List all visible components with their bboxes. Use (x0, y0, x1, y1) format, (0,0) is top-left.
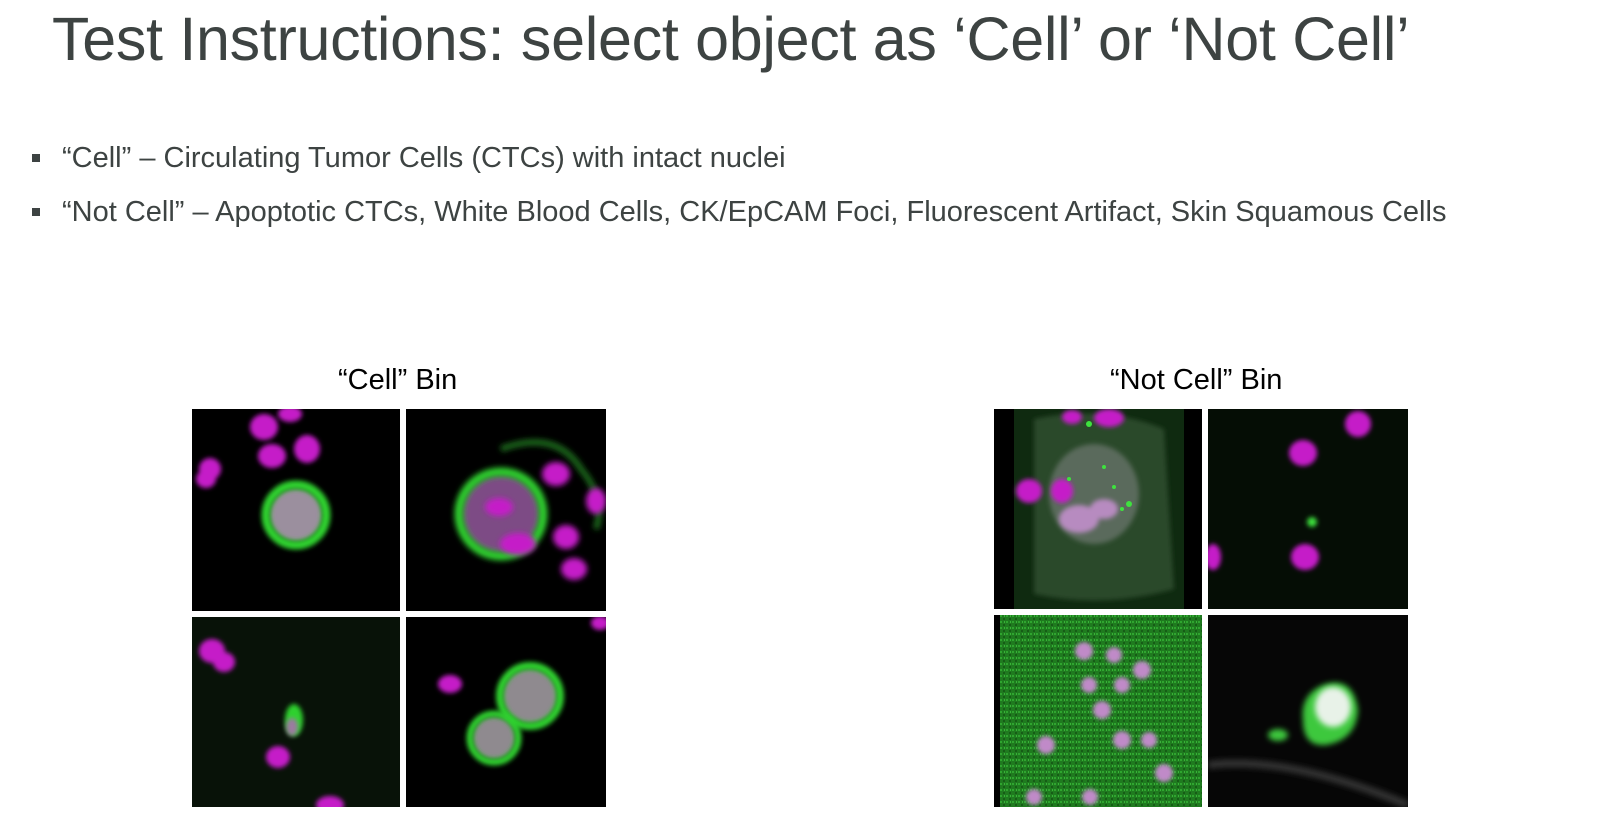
not-cell-image-1[interactable] (994, 409, 1202, 609)
not-cell-bin-title: “Not Cell” Bin (1110, 364, 1283, 396)
cell-image-4[interactable] (406, 617, 606, 807)
microscopy-image (1208, 409, 1408, 609)
bullet-cell-definition: “Cell” – Circulating Tumor Cells (CTCs) … (32, 142, 1446, 174)
microscopy-image (406, 409, 606, 611)
not-cell-image-4[interactable] (1208, 615, 1408, 807)
cell-bin-image-grid (192, 409, 606, 807)
bullet-text: “Not Cell” – Apoptotic CTCs, White Blood… (62, 196, 1447, 228)
microscopy-image (1208, 615, 1408, 807)
not-cell-image-3[interactable] (994, 615, 1202, 807)
bullet-square-icon (32, 154, 40, 162)
slide-title: Test Instructions: select object as ‘Cel… (52, 5, 1410, 73)
microscopy-image (994, 615, 1202, 807)
microscopy-image (994, 409, 1202, 609)
cell-bin-title: “Cell” Bin (338, 364, 458, 396)
bullet-text: “Cell” – Circulating Tumor Cells (CTCs) … (62, 142, 786, 174)
cell-image-3[interactable] (192, 617, 400, 807)
cell-image-1[interactable] (192, 409, 400, 611)
microscopy-image (192, 409, 400, 611)
microscopy-image (192, 617, 400, 807)
instruction-list: “Cell” – Circulating Tumor Cells (CTCs) … (32, 142, 1446, 250)
not-cell-image-2[interactable] (1208, 409, 1408, 609)
bullet-square-icon (32, 208, 40, 216)
microscopy-image (406, 617, 606, 807)
not-cell-bin-image-grid (994, 409, 1408, 807)
cell-image-2[interactable] (406, 409, 606, 611)
bullet-not-cell-definition: “Not Cell” – Apoptotic CTCs, White Blood… (32, 196, 1446, 228)
